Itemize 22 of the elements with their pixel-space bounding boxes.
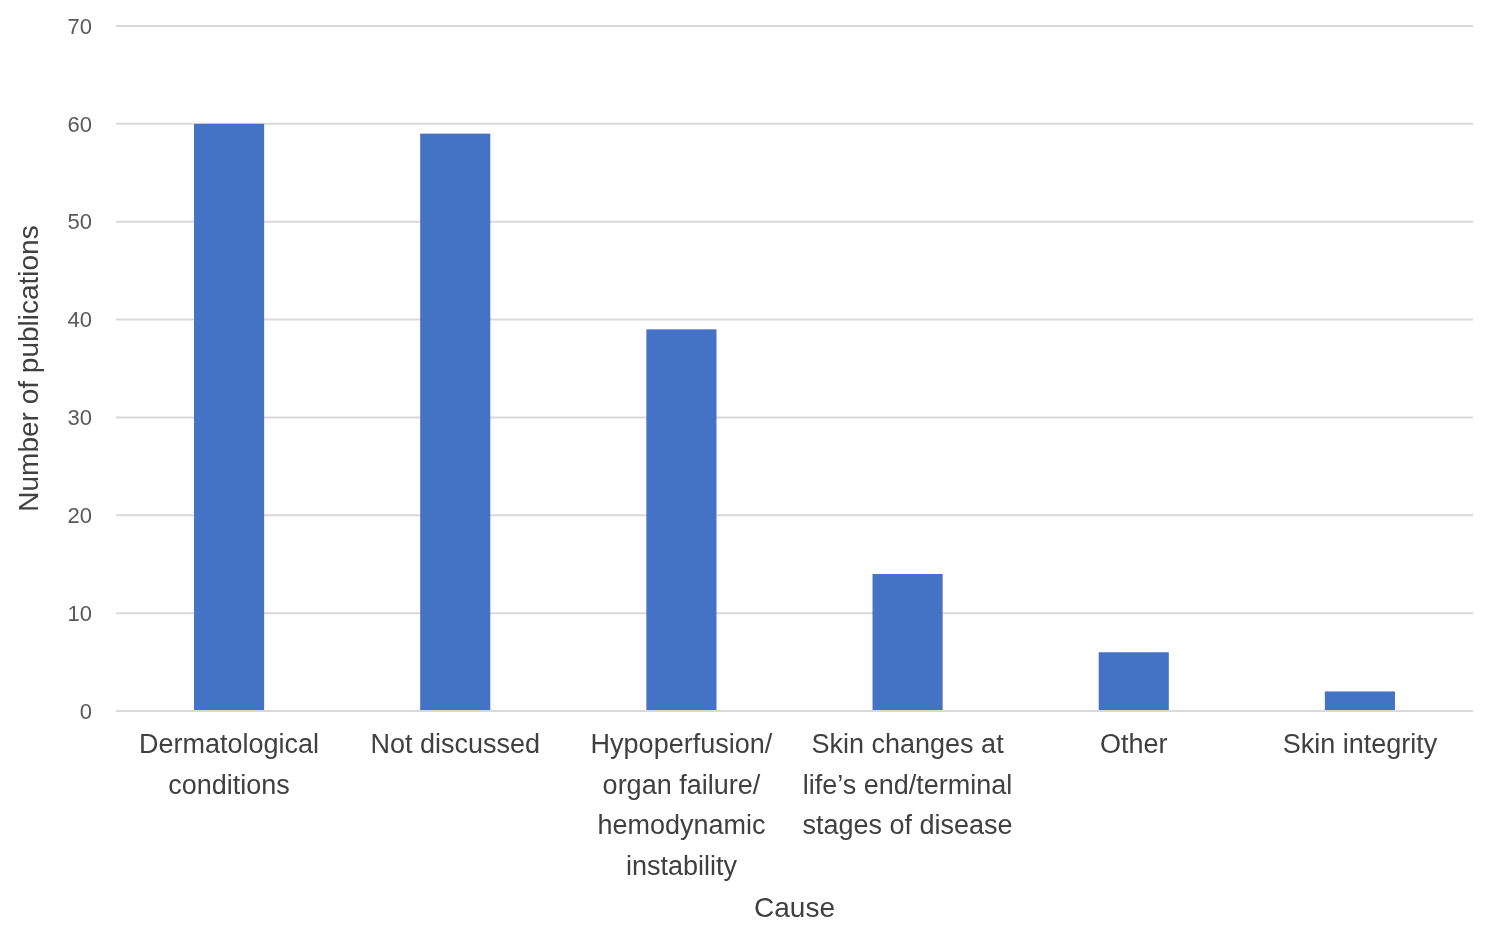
x-axis-title: Cause: [754, 892, 835, 923]
y-tick-label: 10: [67, 600, 92, 626]
y-tick-label: 20: [67, 502, 92, 528]
x-tick-label: Other: [1099, 729, 1168, 759]
x-tick-label: Dermatological conditions: [139, 729, 320, 800]
y-tick-label: 30: [67, 405, 92, 431]
bar: [1324, 691, 1395, 711]
bar: [1098, 652, 1169, 711]
bar: [646, 329, 717, 711]
y-tick-label: 70: [67, 13, 92, 39]
x-tick-label: Hypoperfusion/ organ failure/ hemodynamic instability: [590, 729, 773, 881]
x-tick-label: Not discussed: [370, 729, 541, 759]
y-tick-label: 50: [67, 209, 92, 235]
y-tick-label: 40: [67, 307, 92, 333]
y-tick-label: 0: [79, 698, 92, 724]
bar: [872, 574, 943, 711]
x-tick-label: Skin integrity: [1282, 729, 1438, 759]
y-tick-label: 60: [67, 111, 92, 137]
y-axis-title: Number of publications: [13, 225, 44, 512]
x-tick-label: Skin changes at life’s end/terminal stages of disease: [802, 729, 1013, 840]
bar: [194, 123, 265, 711]
bar: [420, 133, 491, 711]
